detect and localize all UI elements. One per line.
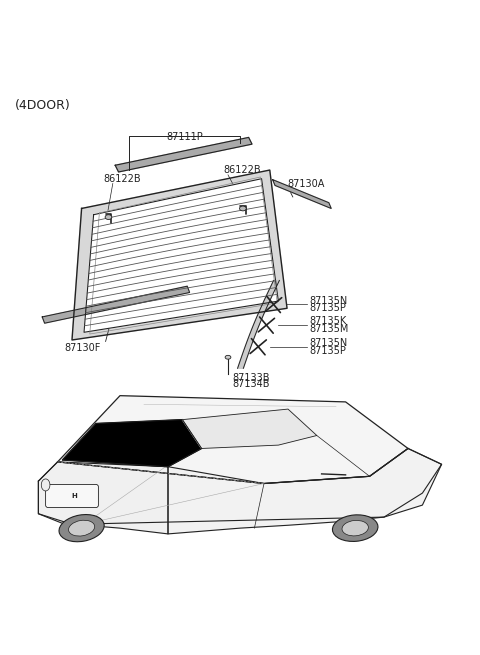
Text: 86122B: 86122B bbox=[103, 174, 141, 183]
Polygon shape bbox=[182, 409, 317, 449]
Text: 87135P: 87135P bbox=[310, 346, 347, 356]
Text: 87133B: 87133B bbox=[233, 373, 270, 383]
Polygon shape bbox=[84, 179, 278, 332]
Polygon shape bbox=[58, 396, 408, 483]
Polygon shape bbox=[115, 138, 252, 172]
FancyBboxPatch shape bbox=[46, 485, 98, 508]
Text: 87130A: 87130A bbox=[287, 179, 324, 189]
Text: 87134B: 87134B bbox=[233, 379, 270, 389]
Text: 87135N: 87135N bbox=[310, 295, 348, 306]
Polygon shape bbox=[38, 462, 168, 534]
Text: (4DOOR): (4DOOR) bbox=[14, 100, 70, 113]
Ellipse shape bbox=[41, 479, 50, 491]
Text: 87135K: 87135K bbox=[310, 316, 347, 326]
Ellipse shape bbox=[105, 215, 112, 219]
Ellipse shape bbox=[225, 356, 231, 359]
Ellipse shape bbox=[342, 521, 368, 536]
Ellipse shape bbox=[69, 520, 95, 536]
Text: 87135N: 87135N bbox=[310, 338, 348, 348]
Text: 87130F: 87130F bbox=[65, 343, 101, 353]
Polygon shape bbox=[273, 179, 331, 208]
Text: 87135P: 87135P bbox=[310, 303, 347, 313]
Text: H: H bbox=[72, 493, 77, 500]
Ellipse shape bbox=[59, 515, 104, 542]
Polygon shape bbox=[238, 280, 279, 368]
Polygon shape bbox=[42, 286, 190, 323]
Polygon shape bbox=[38, 449, 442, 524]
Text: 87111P: 87111P bbox=[167, 132, 203, 141]
Polygon shape bbox=[168, 449, 442, 534]
Ellipse shape bbox=[240, 206, 246, 211]
Polygon shape bbox=[72, 170, 287, 340]
Text: 86122B: 86122B bbox=[223, 165, 261, 175]
Ellipse shape bbox=[333, 515, 378, 542]
Text: 87135M: 87135M bbox=[310, 324, 349, 334]
Polygon shape bbox=[62, 420, 202, 467]
